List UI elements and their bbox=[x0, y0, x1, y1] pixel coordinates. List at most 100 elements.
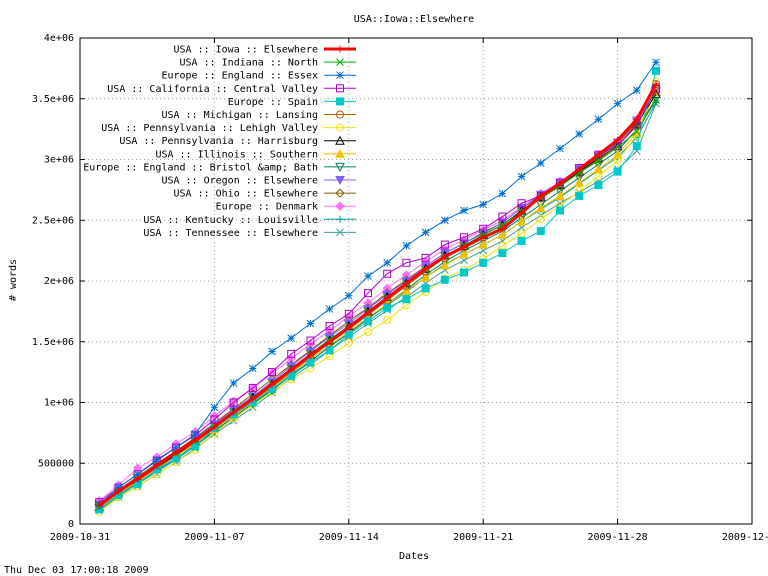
data-point bbox=[306, 358, 315, 367]
legend-item: USA :: Indiana :: North bbox=[180, 58, 356, 69]
data-point bbox=[460, 233, 468, 242]
y-axis-ticks: 0 500000 1e+06 1.5e+06 2e+06 2.5e+06 3e+06 3.5e… bbox=[32, 33, 752, 530]
legend-label: Europe :: Spain bbox=[228, 97, 318, 108]
data-point bbox=[612, 149, 623, 159]
data-point bbox=[364, 328, 372, 337]
data-point bbox=[383, 269, 392, 278]
legend-item: Europe :: England :: Essex bbox=[161, 71, 356, 82]
data-point bbox=[479, 200, 488, 209]
x-tick-label: 2009-11-07 bbox=[184, 532, 244, 543]
data-point bbox=[594, 181, 603, 190]
y-axis-label: # words bbox=[8, 259, 19, 301]
data-point bbox=[268, 368, 276, 377]
legend-label: USA :: Kentucky :: Louisville bbox=[143, 215, 318, 226]
legend-label: Europe :: England :: Bristol &amp; Bath bbox=[83, 162, 318, 173]
legend-item: USA :: Oregon :: Elsewhere bbox=[161, 176, 356, 187]
data-point bbox=[421, 253, 430, 262]
data-point bbox=[594, 156, 603, 165]
legend-marker bbox=[336, 110, 344, 119]
data-point bbox=[631, 119, 642, 129]
data-point bbox=[210, 423, 218, 431]
data-point bbox=[422, 265, 430, 273]
data-point bbox=[114, 487, 122, 495]
legend-label: USA :: California :: Central Valley bbox=[107, 84, 318, 95]
data-point bbox=[248, 383, 257, 392]
data-point bbox=[632, 86, 641, 95]
legend-item: USA :: Illinois :: Southern bbox=[155, 148, 356, 160]
legend-label: USA :: Iowa :: Elsewhere bbox=[174, 45, 319, 56]
legend-item: USA :: Michigan :: Lansing bbox=[161, 110, 356, 121]
legend-marker bbox=[335, 188, 345, 198]
x-tick-label: 2009-11-21 bbox=[453, 532, 513, 543]
y-tick-label: 1.5e+06 bbox=[32, 337, 74, 348]
legend-marker bbox=[336, 215, 344, 223]
data-point bbox=[421, 284, 430, 293]
data-point bbox=[517, 199, 526, 208]
data-point bbox=[364, 272, 372, 280]
data-point bbox=[325, 305, 334, 313]
series-line bbox=[98, 83, 658, 507]
data-point bbox=[460, 243, 468, 251]
legend-item: USA :: Tennessee :: Elsewhere bbox=[143, 228, 356, 239]
data-point bbox=[364, 289, 372, 298]
data-point bbox=[133, 470, 142, 479]
y-tick-label: 4e+06 bbox=[44, 33, 74, 44]
data-point bbox=[575, 191, 584, 200]
legend-item: USA :: Iowa :: Elsewhere bbox=[174, 45, 356, 56]
y-tick-label: 3e+06 bbox=[44, 155, 74, 166]
data-point bbox=[633, 115, 641, 123]
legend-label: USA :: Pennsylvania :: Harrisburg bbox=[119, 136, 318, 147]
data-point bbox=[383, 315, 392, 324]
data-point bbox=[594, 172, 603, 181]
legend-label: USA :: Ohio :: Elsewhere bbox=[174, 189, 319, 200]
y-tick-label: 1e+06 bbox=[44, 398, 74, 409]
y-tick-label: 2e+06 bbox=[44, 276, 74, 287]
data-point bbox=[344, 291, 353, 300]
chart-title: USA::Iowa::Elsewhere bbox=[354, 14, 474, 25]
data-point bbox=[594, 151, 602, 159]
series-europe-england-essex bbox=[95, 58, 660, 509]
data-point bbox=[518, 209, 526, 217]
data-point bbox=[402, 258, 411, 267]
data-point bbox=[402, 241, 411, 250]
data-point bbox=[191, 436, 199, 444]
data-point bbox=[574, 173, 585, 183]
data-point bbox=[345, 323, 353, 331]
data-point bbox=[536, 227, 545, 236]
data-point bbox=[267, 368, 277, 379]
legend-marker bbox=[335, 201, 345, 211]
data-point bbox=[460, 268, 468, 277]
legend-label: USA :: Pennsylvania :: Lehigh Valley bbox=[101, 123, 318, 134]
series-usa-iowa-elsewhere bbox=[95, 80, 660, 510]
x-tick-label: 2009-11-28 bbox=[587, 532, 647, 543]
data-point bbox=[652, 80, 660, 88]
timestamp-footer: Thu Dec 03 17:00:18 2009 bbox=[4, 565, 149, 576]
data-point bbox=[421, 228, 430, 237]
data-point bbox=[497, 229, 508, 239]
data-point bbox=[517, 172, 526, 181]
x-tick-label: 2009-10-31 bbox=[50, 532, 110, 543]
data-point bbox=[459, 249, 469, 259]
data-point bbox=[229, 398, 238, 407]
data-point bbox=[498, 225, 506, 233]
data-point bbox=[632, 142, 641, 151]
data-point bbox=[498, 189, 507, 198]
legend-label: Europe :: England :: Essex bbox=[161, 71, 318, 82]
data-point bbox=[344, 338, 353, 347]
data-point bbox=[287, 334, 296, 342]
legend-item: Europe :: England :: Bristol &amp; Bath bbox=[83, 162, 356, 173]
data-point bbox=[613, 143, 622, 152]
legend-marker bbox=[335, 162, 345, 172]
data-point bbox=[594, 115, 603, 124]
legend-label: USA :: Indiana :: North bbox=[180, 58, 318, 69]
legend-marker bbox=[336, 123, 344, 132]
data-point bbox=[556, 199, 564, 208]
data-point bbox=[440, 216, 449, 225]
data-point bbox=[172, 443, 180, 452]
data-point bbox=[613, 156, 622, 165]
data-point bbox=[268, 347, 276, 356]
data-point bbox=[556, 180, 564, 188]
data-point bbox=[555, 190, 565, 200]
data-point bbox=[574, 177, 585, 187]
data-point bbox=[439, 260, 450, 270]
